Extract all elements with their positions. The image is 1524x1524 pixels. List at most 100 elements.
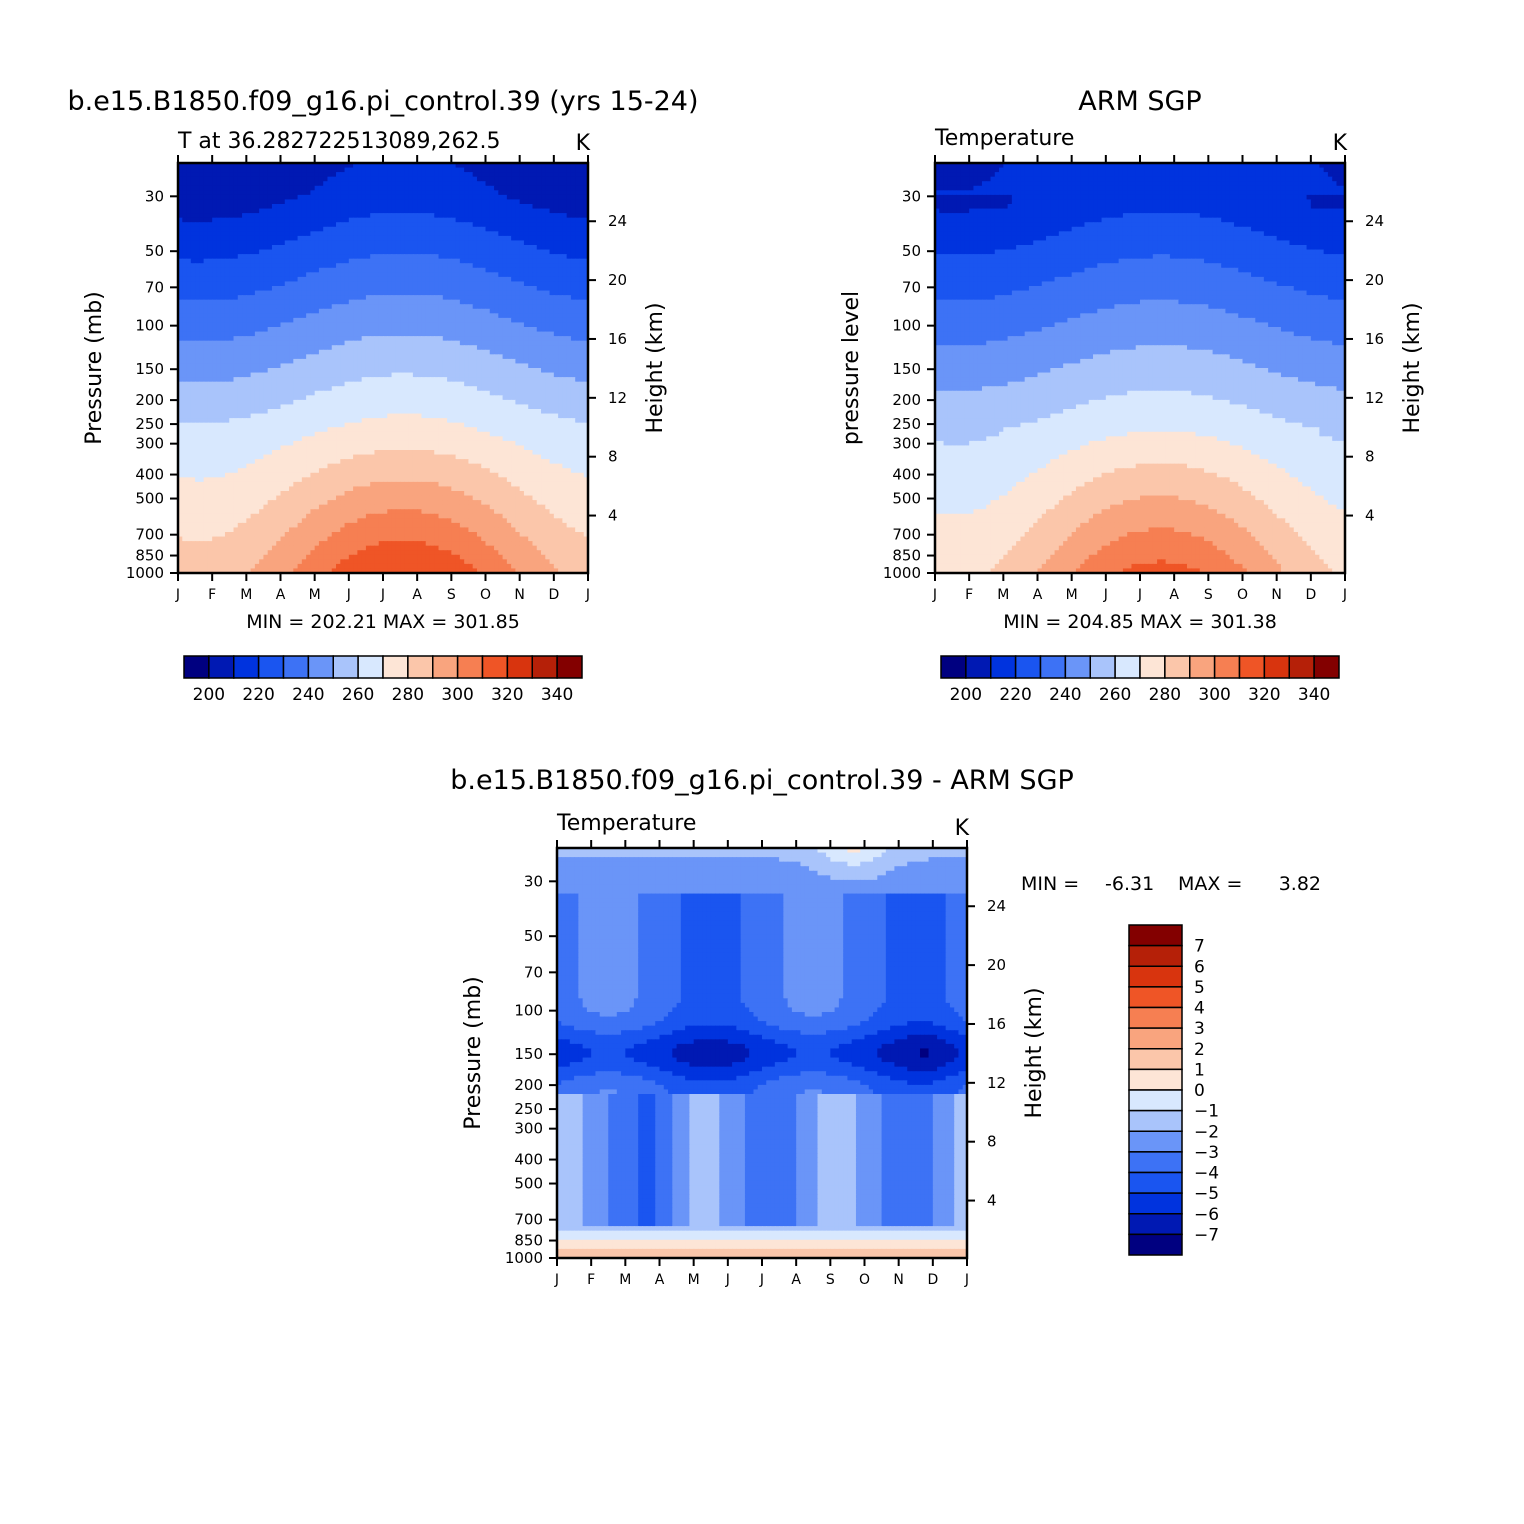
field-cell <box>306 209 311 214</box>
field-cell <box>387 181 392 186</box>
field-cell <box>554 268 559 273</box>
field-cell <box>451 222 456 227</box>
field-cell <box>443 177 448 182</box>
field-cell <box>439 250 444 255</box>
field-cell <box>541 204 546 209</box>
field-cell <box>494 250 499 255</box>
field-cell <box>383 245 388 250</box>
field-cell <box>537 181 542 186</box>
field-cell <box>221 195 226 200</box>
field-cell <box>537 209 542 214</box>
field-cell <box>507 250 512 255</box>
field-cell <box>498 213 503 218</box>
field-cell <box>579 227 584 232</box>
field-cell <box>289 199 294 204</box>
field-cell <box>524 213 529 218</box>
field-cell <box>306 181 311 186</box>
field-cell <box>315 236 320 241</box>
field-cell <box>456 227 461 232</box>
field-cell <box>285 268 290 273</box>
field-cell <box>498 177 503 182</box>
field-cell <box>481 231 486 236</box>
field-cell <box>216 263 221 268</box>
field-cell <box>199 172 204 177</box>
field-cell <box>387 195 392 200</box>
field-cell <box>392 259 397 264</box>
field-cell <box>272 268 277 273</box>
field-cell <box>246 209 251 214</box>
field-cell <box>208 186 213 191</box>
field-cell <box>443 213 448 218</box>
field-cell <box>315 272 320 277</box>
field-cell <box>550 172 555 177</box>
field-cell <box>238 254 243 259</box>
field-cell <box>302 250 307 255</box>
field-cell <box>507 236 512 241</box>
field-cell <box>293 213 298 218</box>
field-cell <box>537 213 542 218</box>
field-cell <box>263 240 268 245</box>
field-cell <box>259 250 264 255</box>
field-cell <box>511 199 516 204</box>
field-cell <box>268 199 273 204</box>
field-cell <box>554 236 559 241</box>
field-cell <box>259 236 264 241</box>
field-cell <box>524 172 529 177</box>
field-cell <box>340 263 345 268</box>
field-cell <box>204 168 209 173</box>
field-cell <box>413 190 418 195</box>
field-cell <box>421 263 426 268</box>
field-cell <box>460 181 465 186</box>
field-cell <box>571 186 576 191</box>
field-cell <box>285 181 290 186</box>
field-cell <box>404 218 409 223</box>
field-cell <box>246 231 251 236</box>
field-cell <box>199 250 204 255</box>
field-cell <box>204 245 209 250</box>
field-cell <box>468 218 473 223</box>
field-cell <box>281 231 286 236</box>
field-cell <box>451 240 456 245</box>
field-cell <box>212 231 217 236</box>
field-cell <box>486 199 491 204</box>
field-cell <box>515 218 520 223</box>
field-cell <box>225 181 230 186</box>
field-cell <box>400 186 405 191</box>
field-cell <box>434 227 439 232</box>
field-cell <box>413 259 418 264</box>
field-cell <box>234 190 239 195</box>
field-cell <box>182 172 187 177</box>
field-cell <box>392 227 397 232</box>
field-cell <box>524 218 529 223</box>
field-cell <box>430 231 435 236</box>
field-cell <box>349 177 354 182</box>
field-cell <box>486 231 491 236</box>
field-cell <box>430 199 435 204</box>
field-cell <box>332 240 337 245</box>
field-cell <box>293 272 298 277</box>
field-cell <box>383 168 388 173</box>
field-cell <box>251 272 256 277</box>
field-cell <box>447 259 452 264</box>
field-cell <box>571 250 576 255</box>
field-cell <box>276 172 281 177</box>
field-cell <box>255 227 260 232</box>
field-cell <box>340 227 345 232</box>
field-cell <box>310 213 315 218</box>
field-cell <box>315 177 320 182</box>
field-cell <box>276 168 281 173</box>
field-cell <box>456 199 461 204</box>
field-cell <box>289 190 294 195</box>
field-cell <box>528 250 533 255</box>
field-cell <box>182 240 187 245</box>
field-cell <box>216 222 221 227</box>
field-cell <box>182 272 187 277</box>
field-cell <box>285 259 290 264</box>
field-cell <box>289 168 294 173</box>
field-cell <box>255 272 260 277</box>
field-cell <box>409 240 414 245</box>
field-cell <box>515 263 520 268</box>
field-cell <box>362 227 367 232</box>
field-cell <box>528 177 533 182</box>
field-cell <box>221 259 226 264</box>
